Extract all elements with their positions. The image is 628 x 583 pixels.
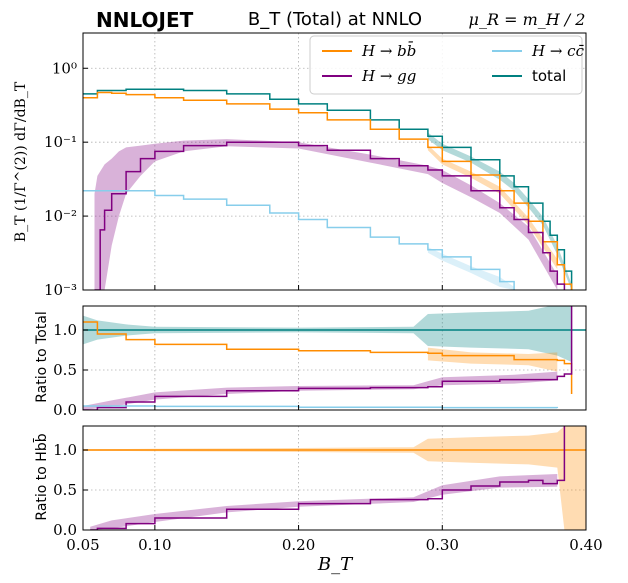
ratio-total-line-gg [83,306,573,410]
ratio-total-band-total [83,306,572,362]
scale-label: μ_R = m_H / 2 [469,10,586,29]
legend: H → bb̄ H → cc̄ H → gg total [309,35,585,95]
legend-label-bb: H → bb̄ [361,42,416,60]
ratio-bb-plot-area [83,426,586,530]
x-tick-label-1: 0.10 [138,536,171,554]
main-ytick-label-0: 10⁰ [52,59,77,77]
ratio-bb-ytick-label-0: 0.0 [53,521,77,539]
legend-label-cc: H → cc̄ [531,42,585,60]
x-tick-label-3: 0.30 [426,536,459,554]
ratio-bb-ytick-label-1: 0.5 [53,481,77,499]
ratio-bb-band-gg [90,474,558,530]
main-line-total [83,88,573,290]
main-plot-area [83,88,573,290]
x-tick-label-4: 0.40 [569,536,602,554]
main-ytick-label-2: 10⁻² [44,207,77,225]
ratio-to-total-panel: 0.0 0.5 1.0 [53,305,587,419]
main-ytick-label-1: 10⁻¹ [44,133,77,151]
ratio-bb-frame [82,425,587,531]
main-ytick-label-3: 10⁻³ [44,281,77,299]
ratio-bb-y-axis-label: Ratio to Hbb̄ [32,433,50,520]
ratio-bb-line-gg [90,426,566,530]
main-panel: 10⁰ 10⁻¹ 10⁻² 10⁻³ [44,32,587,299]
ratio-total-plot-area [83,306,586,410]
main-line-cc [83,190,515,290]
ratio-bb-band-bb [83,426,586,530]
ratio-total-line-cc [83,405,559,409]
ratio-total-ytick-label-1: 0.5 [53,361,77,379]
brand-label: NNLOJET [96,8,194,32]
ratio-total-band-bb [427,347,558,372]
ratio-total-ytick-label-0: 0.0 [53,401,77,419]
main-line-bb [83,91,573,290]
ratio-to-hbb-panel: 0.0 0.5 1.0 0.05 0.10 0.20 0.30 0.40 [53,425,603,554]
main-frame [82,32,587,291]
chart-title: B_T (Total) at NNLO [248,9,422,30]
main-band-bb [427,144,558,270]
main-line-gg [94,141,566,290]
main-y-axis-label: B_T (1/Γ^(2)) dΓ/dB_T [13,81,29,242]
ratio-total-line-bb [83,321,573,394]
x-axis-label: B_T [317,554,354,575]
x-tick-label-0: 0.05 [66,536,99,554]
ratio-total-y-axis-label: Ratio to Total [34,311,50,403]
main-band-gg [94,139,558,290]
ratio-bb-ytick-label-2: 1.0 [53,441,77,459]
legend-label-total: total [532,67,566,85]
ratio-total-ytick-label-2: 1.0 [53,321,77,339]
ratio-total-frame [82,305,587,411]
ratio-total-band-gg [83,371,558,410]
x-tick-label-2: 0.20 [282,536,315,554]
legend-label-gg: H → gg [361,67,416,85]
